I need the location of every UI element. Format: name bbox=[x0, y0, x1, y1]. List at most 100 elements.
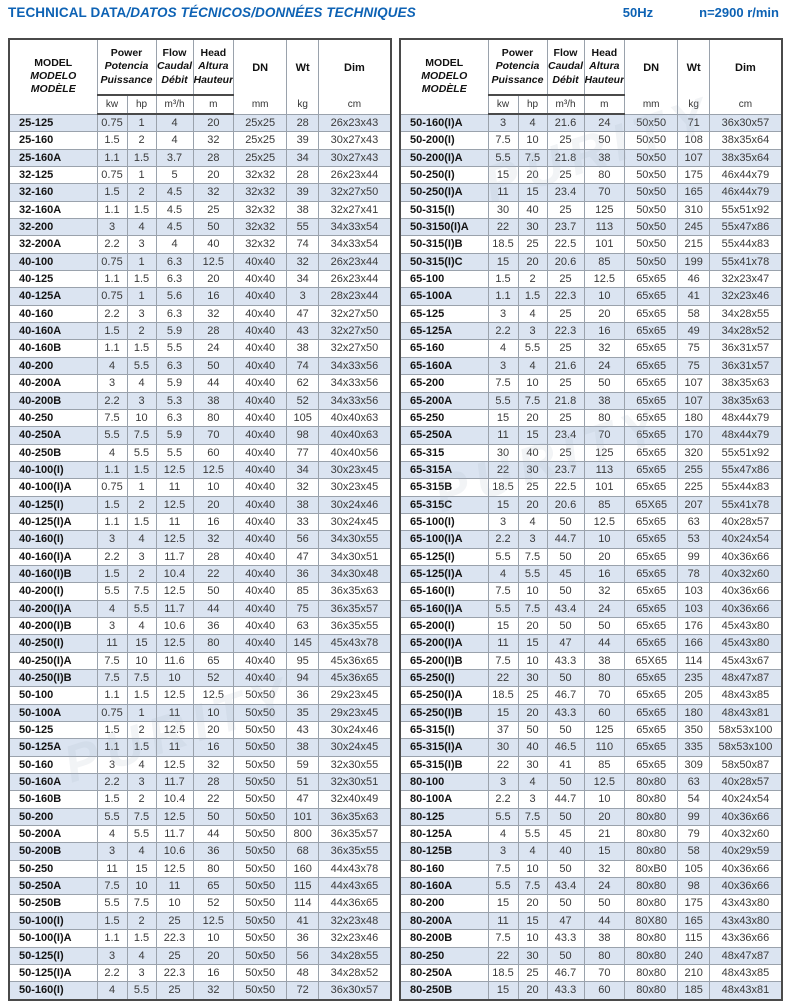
data-cell: 36x35x55 bbox=[318, 842, 392, 861]
table-row: 65-250A 11 15 23.4 70 65x65 170 48x44x79 bbox=[399, 426, 783, 445]
data-cell: 70 bbox=[583, 426, 626, 445]
data-cell: 11.7 bbox=[155, 599, 194, 618]
model-cell: 40-200 bbox=[8, 356, 98, 376]
data-cell: 40x40 bbox=[233, 634, 288, 653]
data-cell: 70 bbox=[583, 963, 626, 983]
data-cell: 65x65 bbox=[624, 668, 679, 688]
data-cell: 12.5 bbox=[155, 859, 194, 879]
data-cell: 18.5 bbox=[487, 963, 519, 983]
flow-unit-label: m³/h bbox=[546, 94, 585, 115]
data-cell: 40x40 bbox=[233, 322, 288, 341]
data-cell: 72 bbox=[286, 981, 320, 1001]
model-cell: 40-125(I)A bbox=[8, 512, 98, 532]
data-cell: 65X65 bbox=[624, 495, 679, 514]
model-cell: 40-160B bbox=[8, 339, 98, 358]
data-cell: 1 bbox=[126, 113, 157, 133]
data-cell: 50x50 bbox=[233, 946, 288, 965]
data-cell: 12.5 bbox=[155, 721, 194, 740]
data-cell: 65x65 bbox=[624, 738, 679, 757]
table-row: 50-125(I)A 2.2 3 22.3 16 50x50 48 34x28x52 bbox=[8, 963, 392, 983]
data-cell: 44x43x78 bbox=[318, 859, 392, 879]
data-cell: 50 bbox=[546, 721, 585, 740]
data-cell: 32x32 bbox=[233, 235, 288, 254]
data-cell: 20 bbox=[517, 703, 548, 723]
model-cell: 65-250 bbox=[399, 408, 489, 428]
data-cell: 115 bbox=[286, 877, 320, 896]
data-cell: 45x43x78 bbox=[318, 634, 392, 653]
data-cell: 3 bbox=[96, 530, 128, 549]
data-cell: 24 bbox=[192, 339, 235, 358]
data-cell: 28 bbox=[286, 113, 320, 133]
data-cell: 30 bbox=[517, 218, 548, 237]
data-cell: 43 bbox=[286, 322, 320, 341]
data-cell: 21.8 bbox=[546, 391, 585, 410]
data-cell: 1.1 bbox=[487, 287, 519, 306]
data-cell: 34x30x51 bbox=[318, 547, 392, 566]
data-cell: 60 bbox=[583, 703, 626, 723]
data-cell: 65x65 bbox=[624, 339, 679, 358]
data-cell: 50 bbox=[546, 859, 585, 879]
data-cell: 40x40 bbox=[233, 495, 288, 514]
data-cell: 50 bbox=[546, 582, 585, 601]
data-cell: 2 bbox=[517, 270, 548, 289]
data-cell: 34x33x56 bbox=[318, 374, 392, 393]
data-cell: 52 bbox=[286, 391, 320, 410]
table-row: 50-250(I)A 11 15 23.4 70 50x50 165 46x44x79 bbox=[399, 183, 783, 202]
data-cell: 10 bbox=[126, 877, 157, 896]
data-cell: 52 bbox=[192, 894, 235, 913]
table-row: 65-100A 1.1 1.5 22.3 10 65x65 41 32x23x46 bbox=[399, 287, 783, 306]
model-cell: 50-250 bbox=[8, 859, 98, 879]
data-cell: 7.5 bbox=[487, 131, 519, 150]
table-row: 50-160A 2.2 3 11.7 28 50x50 51 32x30x51 bbox=[8, 773, 392, 792]
column-header-head: Head Altura Hauteur bbox=[192, 38, 235, 96]
data-cell: 38 bbox=[192, 391, 235, 410]
data-cell: 10 bbox=[126, 651, 157, 671]
data-cell: 7.5 bbox=[126, 426, 157, 445]
data-cell: 32 bbox=[192, 530, 235, 549]
table-row: 65-315(I)B 22 30 41 85 65x65 309 58x50x87 bbox=[399, 755, 783, 775]
table-row: 50-250B 5.5 7.5 10 52 50x50 114 44x36x65 bbox=[8, 894, 392, 913]
data-cell: 65x65 bbox=[624, 304, 679, 324]
data-cell: 80x80 bbox=[624, 981, 679, 1001]
model-cell: 80-100 bbox=[399, 773, 489, 792]
data-cell: 20 bbox=[517, 981, 548, 1001]
data-cell: 65x65 bbox=[624, 703, 679, 723]
data-cell: 113 bbox=[583, 460, 626, 480]
data-cell: 2.2 bbox=[96, 304, 128, 324]
data-cell: 50x50 bbox=[624, 218, 679, 237]
data-cell: 55x51x92 bbox=[709, 200, 783, 220]
data-cell: 58x50x87 bbox=[709, 755, 783, 775]
data-cell: 10.4 bbox=[155, 564, 194, 584]
data-cell: 74 bbox=[286, 235, 320, 254]
data-cell: 80 bbox=[583, 166, 626, 185]
data-cell: 3 bbox=[96, 946, 128, 965]
data-cell: 114 bbox=[677, 651, 711, 671]
data-cell: 40x24x54 bbox=[709, 790, 783, 809]
data-cell: 50 bbox=[546, 773, 585, 792]
data-cell: 145 bbox=[286, 634, 320, 653]
data-cell: 50 bbox=[546, 668, 585, 688]
table-row: 65-100 1.5 2 25 12.5 65x65 46 32x23x47 bbox=[399, 270, 783, 289]
data-cell: 11 bbox=[155, 738, 194, 757]
data-cell: 80 bbox=[192, 634, 235, 653]
data-cell: 1.1 bbox=[96, 929, 128, 948]
data-cell: 22 bbox=[487, 668, 519, 688]
data-cell: 10 bbox=[517, 859, 548, 879]
data-cell: 3.7 bbox=[155, 148, 194, 168]
table-row: 65-315 30 40 25 125 65x65 320 55x51x92 bbox=[399, 443, 783, 462]
data-cell: 4 bbox=[96, 981, 128, 1001]
data-cell: 65x65 bbox=[624, 616, 679, 636]
model-cell: 65-125(I) bbox=[399, 547, 489, 566]
data-cell: 40 bbox=[517, 738, 548, 757]
data-cell: 40x36x66 bbox=[709, 859, 783, 879]
data-cell: 50x50 bbox=[624, 252, 679, 272]
data-cell: 44 bbox=[583, 634, 626, 653]
data-cell: 36x35x57 bbox=[318, 825, 392, 844]
data-cell: 80x80 bbox=[624, 807, 679, 827]
flow-unit-label: m³/h bbox=[155, 94, 194, 115]
flow-header-es: Caudal bbox=[156, 60, 192, 73]
table-row: 50-250 11 15 12.5 80 50x50 160 44x43x78 bbox=[8, 859, 392, 879]
data-cell: 65 bbox=[192, 877, 235, 896]
table-row: 50-160(I)A 3 4 21.6 24 50x50 71 36x30x57 bbox=[399, 113, 783, 133]
data-cell: 16 bbox=[583, 564, 626, 584]
